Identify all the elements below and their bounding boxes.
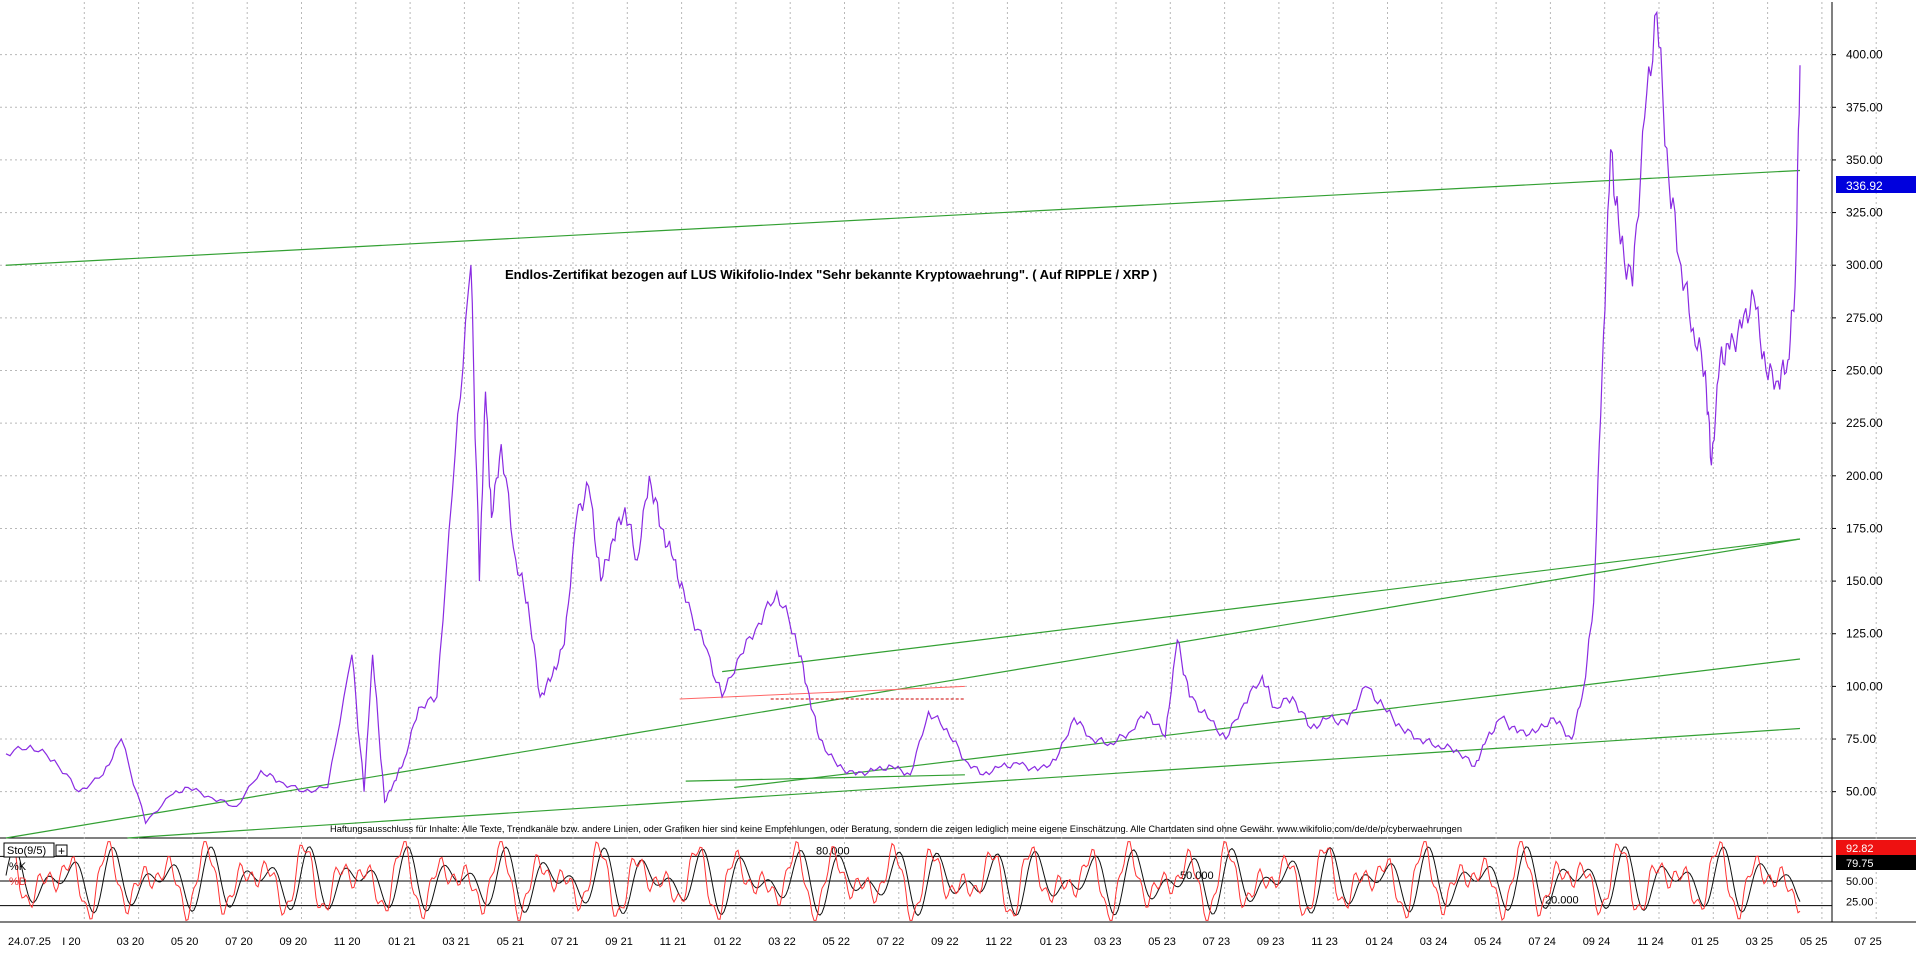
sto-y-tick-label: 50.00 bbox=[1846, 876, 1874, 888]
sto-d-line bbox=[5, 846, 1801, 917]
x-tick-label: 05 25 bbox=[1800, 936, 1828, 948]
y-tick-label: 325.00 bbox=[1846, 206, 1883, 220]
d-value-label: 79.75 bbox=[1846, 858, 1874, 870]
resistance-line bbox=[679, 685, 965, 700]
trendlines bbox=[5, 169, 1801, 839]
x-tick-label: 07 20 bbox=[225, 936, 253, 948]
price-line bbox=[5, 10, 1801, 825]
x-tick-label: 05 23 bbox=[1148, 936, 1176, 948]
x-tick-label: 09 21 bbox=[605, 936, 633, 948]
plus-icon: + bbox=[58, 844, 65, 858]
x-tick-label: 05 21 bbox=[497, 936, 525, 948]
y-axis: 50.00 75.00 100.00 125.00 150.00 175.00 200.00… bbox=[1832, 48, 1883, 799]
sto-level-label: 80.000 bbox=[816, 845, 850, 857]
y-tick-label: 50.00 bbox=[1846, 785, 1876, 799]
x-tick-label: 07 23 bbox=[1203, 936, 1231, 948]
x-tick-label: 11 20 bbox=[334, 936, 361, 948]
x-tick-label: 07 24 bbox=[1528, 936, 1556, 948]
y-tick-label: 75.00 bbox=[1846, 732, 1876, 746]
y-tick-label: 150.00 bbox=[1846, 574, 1883, 588]
x-tick-label: 03 25 bbox=[1746, 936, 1774, 948]
y-tick-label: 275.00 bbox=[1846, 311, 1883, 325]
y-tick-label: 350.00 bbox=[1846, 153, 1883, 167]
x-tick-label: I 20 bbox=[62, 936, 80, 948]
x-tick-label: 01 25 bbox=[1691, 936, 1719, 948]
k-label: %K bbox=[9, 861, 27, 873]
x-tick-label: 07 25 bbox=[1854, 936, 1882, 948]
x-tick-label: 09 23 bbox=[1257, 936, 1285, 948]
x-tick-label: 05 20 bbox=[171, 936, 199, 948]
x-tick-label: 11 23 bbox=[1311, 936, 1338, 948]
x-tick-label: 09 20 bbox=[280, 936, 308, 948]
x-tick-label: 24.07.25 bbox=[8, 936, 51, 948]
disclaimer-text: Haftungsausschluss für Inhalte: Alle Tex… bbox=[330, 824, 1462, 834]
sto-indicator-label: Sto(9/5) bbox=[7, 845, 46, 857]
grid bbox=[0, 2, 1916, 923]
price-series bbox=[5, 10, 1801, 825]
sto-y-tick-label: 25.00 bbox=[1846, 897, 1874, 909]
x-tick-label: 07 22 bbox=[877, 936, 905, 948]
x-axis: 24.07.25 I 20 03 20 05 20 07 20 09 20 11 20 01 … bbox=[8, 936, 1882, 948]
x-tick-label: 07 21 bbox=[551, 936, 579, 948]
k-value-label: 92.82 bbox=[1846, 843, 1874, 855]
d-label: %D bbox=[9, 876, 27, 888]
trendline-channel-top bbox=[5, 538, 1801, 839]
x-tick-label: 11 24 bbox=[1637, 936, 1664, 948]
sto-add-button[interactable] bbox=[55, 844, 68, 857]
sto-level-label: 20.000 bbox=[1545, 895, 1579, 907]
x-tick-label: 03 24 bbox=[1420, 936, 1448, 948]
x-tick-label: 01 24 bbox=[1366, 936, 1394, 948]
stochastic-panel: 25.00 50.00 80.000 50.000 20.000 bbox=[0, 840, 1874, 922]
x-tick-label: 03 23 bbox=[1094, 936, 1122, 948]
x-tick-label: 09 24 bbox=[1583, 936, 1611, 948]
y-tick-label: 200.00 bbox=[1846, 469, 1883, 483]
sto-indicator-box[interactable] bbox=[3, 842, 55, 858]
y-tick-label: 100.00 bbox=[1846, 679, 1883, 693]
x-tick-label: 03 22 bbox=[768, 936, 796, 948]
y-tick-label: 125.00 bbox=[1846, 627, 1883, 641]
y-tick-label: 175.00 bbox=[1846, 521, 1883, 535]
sto-level-label: 50.000 bbox=[1180, 870, 1214, 882]
trendline-mid-channel bbox=[722, 538, 1801, 673]
sto-k-line bbox=[5, 840, 1801, 922]
x-tick-label: 01 23 bbox=[1040, 936, 1068, 948]
y-tick-label: 375.00 bbox=[1846, 100, 1883, 114]
trendline-base bbox=[127, 727, 1801, 839]
y-tick-label: 250.00 bbox=[1846, 364, 1883, 378]
x-tick-label: 01 22 bbox=[714, 936, 742, 948]
chart-title: Endlos-Zertifikat bezogen auf LUS Wikifo… bbox=[505, 267, 1157, 282]
k-value-badge bbox=[1836, 840, 1916, 855]
x-tick-label: 05 22 bbox=[823, 936, 851, 948]
last-value-badge bbox=[1836, 176, 1916, 193]
x-tick-label: 09 22 bbox=[931, 936, 959, 948]
x-tick-label: 03 20 bbox=[117, 936, 145, 948]
x-tick-label: 05 24 bbox=[1474, 936, 1502, 948]
trendline-lower-channel bbox=[734, 658, 1801, 789]
x-tick-label: 11 21 bbox=[660, 936, 687, 948]
y-tick-label: 225.00 bbox=[1846, 416, 1883, 430]
last-value-label: 336.92 bbox=[1846, 179, 1883, 193]
x-tick-label: 03 21 bbox=[442, 936, 470, 948]
trendline-support-short bbox=[685, 774, 965, 782]
x-tick-label: 11 22 bbox=[985, 936, 1012, 948]
trendline-upper bbox=[5, 169, 1801, 266]
y-tick-label: 400.00 bbox=[1846, 48, 1883, 62]
x-tick-label: 01 21 bbox=[388, 936, 416, 948]
y-tick-label: 300.00 bbox=[1846, 258, 1883, 272]
d-value-badge bbox=[1836, 855, 1916, 870]
